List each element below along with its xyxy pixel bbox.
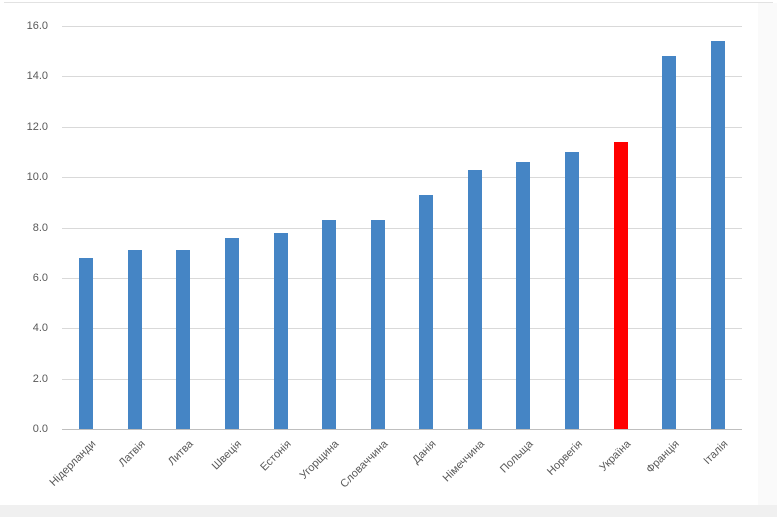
bar bbox=[274, 233, 288, 429]
y-axis-tick-label: 0.0 bbox=[32, 423, 48, 435]
top-border-line bbox=[4, 2, 773, 3]
x-axis-label: Швеція bbox=[210, 438, 245, 473]
bar bbox=[565, 152, 579, 429]
x-axis-label: Латвія bbox=[116, 438, 148, 470]
x-axis-label: Франція bbox=[643, 438, 682, 476]
y-axis-tick-label: 12.0 bbox=[26, 121, 48, 133]
bar bbox=[468, 170, 482, 429]
bar bbox=[516, 162, 530, 429]
bar bbox=[79, 258, 93, 429]
y-axis-tick-label: 16.0 bbox=[26, 20, 48, 32]
bar bbox=[371, 220, 385, 429]
x-axis-label: Литва bbox=[165, 438, 196, 468]
gridline bbox=[62, 228, 742, 229]
bar bbox=[419, 195, 433, 429]
gridline bbox=[62, 177, 742, 178]
bar bbox=[662, 56, 676, 429]
y-axis-tick-label: 8.0 bbox=[32, 222, 48, 234]
x-axis-label: Італія bbox=[701, 438, 731, 467]
gridline bbox=[62, 328, 742, 329]
y-axis-tick-label: 10.0 bbox=[26, 171, 48, 183]
bar bbox=[176, 250, 190, 429]
x-axis-label: Угорщина bbox=[297, 438, 342, 482]
bar bbox=[225, 238, 239, 429]
gridline bbox=[62, 379, 742, 380]
y-axis-tick-label: 6.0 bbox=[32, 272, 48, 284]
bar bbox=[128, 250, 142, 429]
x-axis-label: Німеччина bbox=[441, 438, 488, 485]
bar bbox=[322, 220, 336, 429]
y-axis-tick-label: 4.0 bbox=[32, 322, 48, 334]
x-axis-label: Естонія bbox=[257, 438, 294, 474]
x-axis-line bbox=[62, 429, 742, 430]
bottom-gutter bbox=[0, 505, 777, 517]
gridline bbox=[62, 76, 742, 77]
y-axis-tick-label: 14.0 bbox=[26, 70, 48, 82]
bar bbox=[711, 41, 725, 429]
x-axis-label: Норвегія bbox=[544, 438, 585, 478]
x-axis-label: Словаччина bbox=[338, 438, 391, 491]
x-axis-label: Україна bbox=[597, 438, 634, 474]
x-axis-label: Данія bbox=[410, 438, 439, 467]
gridline bbox=[62, 26, 742, 27]
gridline bbox=[62, 278, 742, 279]
x-axis-label: Нідерланди bbox=[47, 438, 99, 489]
bar-highlighted bbox=[614, 142, 628, 429]
right-gutter bbox=[758, 3, 777, 517]
x-axis-label: Польща bbox=[497, 438, 536, 476]
gridline bbox=[62, 127, 742, 128]
y-axis-tick-label: 2.0 bbox=[32, 373, 48, 385]
